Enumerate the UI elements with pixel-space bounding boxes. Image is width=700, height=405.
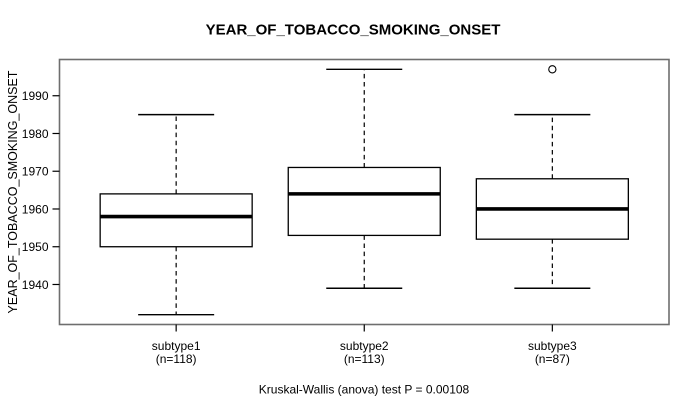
x-category-label: subtype1: [152, 339, 201, 353]
x-category-count: (n=87): [535, 352, 570, 366]
y-tick-label: 1970: [22, 165, 49, 179]
y-tick-label: 1980: [22, 127, 49, 141]
boxplot-subtype2: [287, 68, 441, 289]
x-category-label: subtype3: [528, 339, 577, 353]
boxplots: [99, 65, 629, 316]
outlier-point: [548, 65, 557, 74]
boxplot-subtype1: [99, 113, 253, 316]
y-tick-label: 1950: [22, 240, 49, 254]
y-tick-label: 1940: [22, 278, 49, 292]
iqr-box: [287, 166, 441, 237]
x-category-count: (n=113): [344, 352, 385, 366]
y-tick-label: 1990: [22, 89, 49, 103]
stat-test-caption: Kruskal-Wallis (anova) test P = 0.00108: [259, 383, 470, 397]
x-category-count: (n=118): [156, 352, 197, 366]
iqr-box: [99, 193, 253, 248]
y-axis-label: YEAR_OF_TOBACCO_SMOKING_ONSET: [6, 70, 20, 313]
x-category-label: subtype2: [340, 339, 389, 353]
x-axis: subtype1(n=118) subtype2(n=113) subtype3(n…: [152, 324, 577, 366]
boxplot-subtype3: [475, 65, 629, 289]
chart-title: YEAR_OF_TOBACCO_SMOKING_ONSET: [206, 22, 501, 39]
y-axis: 1940 1950 1960 1970 1980 1990: [22, 89, 60, 292]
y-tick-label: 1960: [22, 202, 49, 216]
